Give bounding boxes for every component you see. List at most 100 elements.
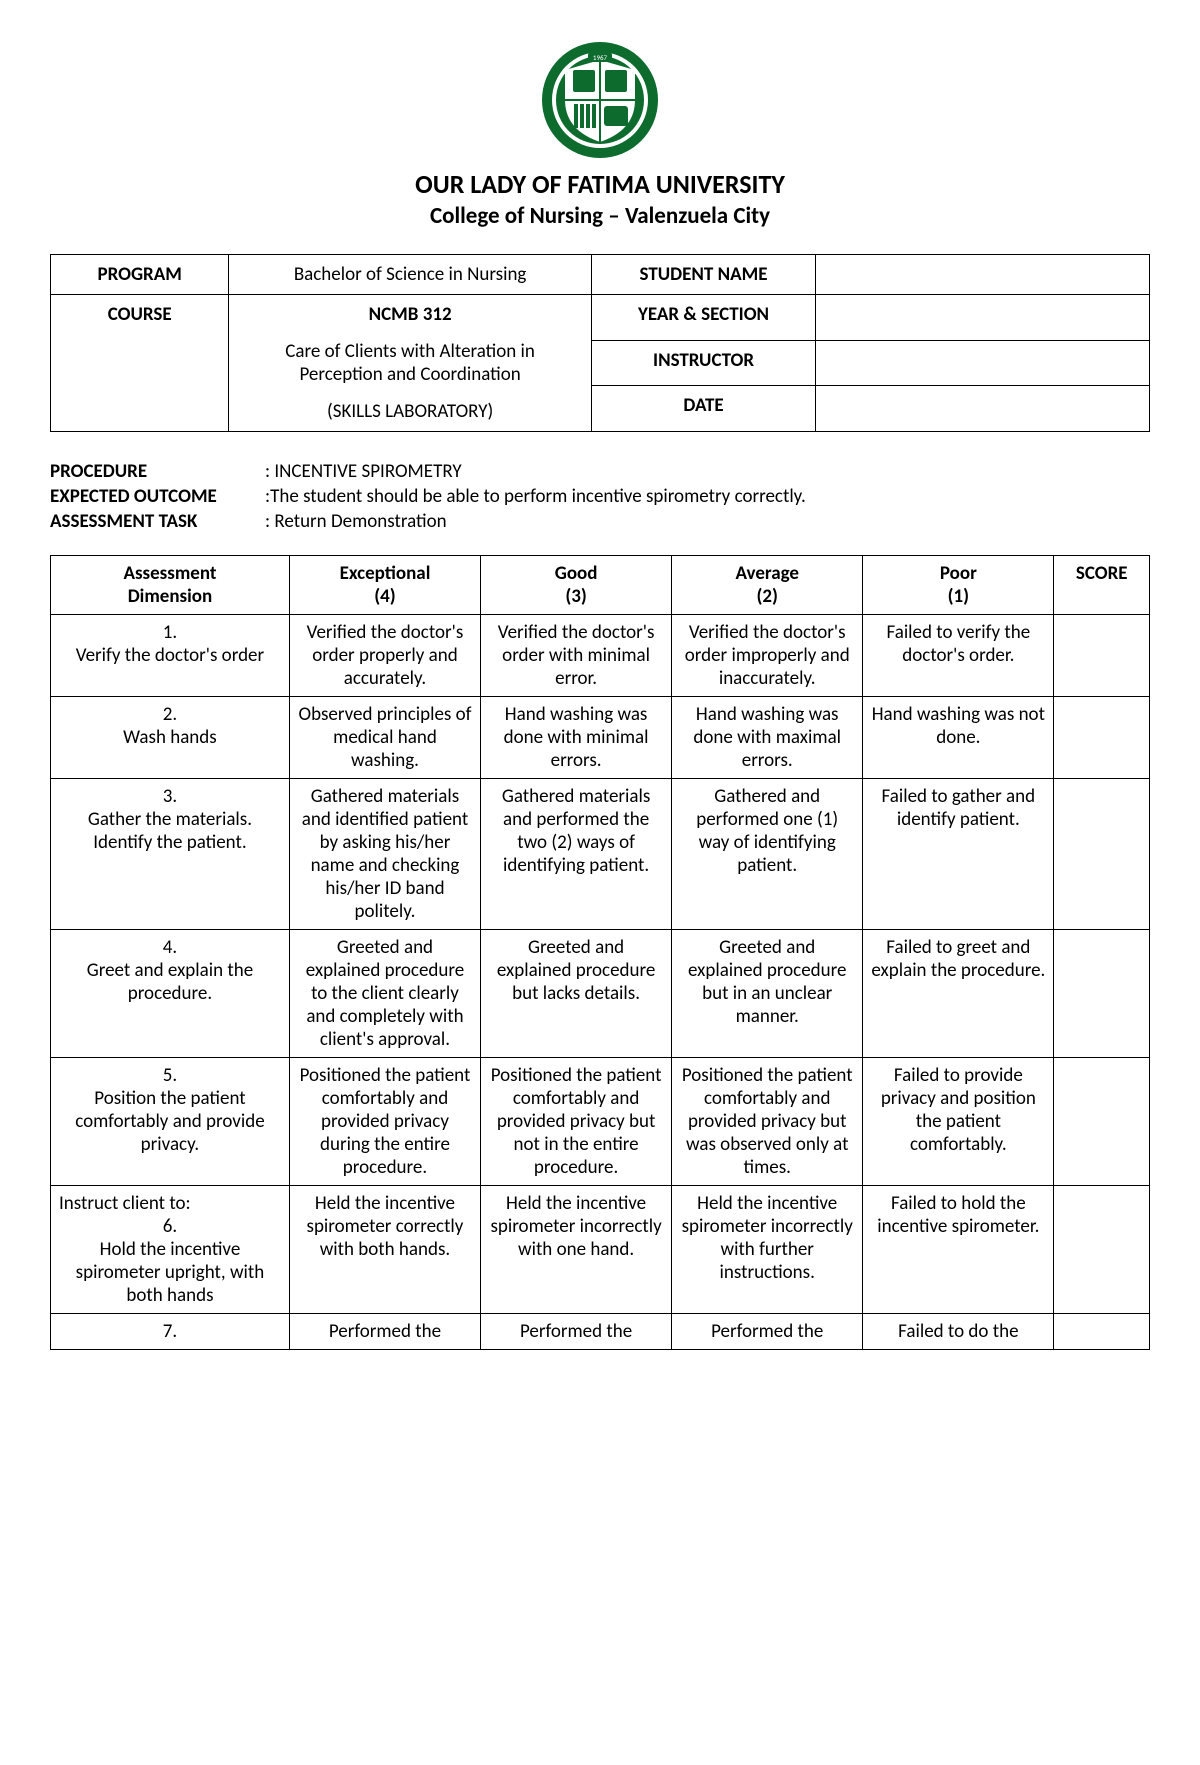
header-dimension: Assessment Dimension — [51, 556, 290, 615]
program-value: Bachelor of Science in Nursing — [229, 255, 591, 295]
rubric-cell-c3: Held the incentive spirometer incorrectl… — [481, 1186, 672, 1314]
course-value: NCMB 312 Care of Clients with Alteration… — [229, 295, 591, 432]
procedure-label: PROCEDURE — [50, 460, 265, 483]
score-cell[interactable] — [1054, 779, 1150, 930]
rubric-cell-c3: Greeted and explained procedure but lack… — [481, 930, 672, 1058]
header-good: Good (3) — [481, 556, 672, 615]
rubric-cell-c4: Observed principles of medical hand wash… — [289, 697, 480, 779]
course-label: COURSE — [51, 295, 229, 432]
course-desc-1: Care of Clients with Alteration in — [239, 340, 580, 363]
rubric-cell-c3: Performed the — [481, 1314, 672, 1350]
header-score: SCORE — [1054, 556, 1150, 615]
score-cell[interactable] — [1054, 615, 1150, 697]
score-cell[interactable] — [1054, 1058, 1150, 1186]
student-name-label: STUDENT NAME — [591, 255, 815, 295]
year-section-value[interactable] — [816, 295, 1150, 341]
expected-outcome-value: :The student should be able to perform i… — [265, 485, 1150, 508]
rubric-table: Assessment Dimension Exceptional (4) Goo… — [50, 555, 1150, 1350]
rubric-cell-c1: Failed to do the — [863, 1314, 1054, 1350]
score-cell[interactable] — [1054, 697, 1150, 779]
university-logo: 1967 — [540, 40, 660, 160]
dimension-number: 5. — [59, 1064, 281, 1087]
info-table: PROGRAM Bachelor of Science in Nursing S… — [50, 254, 1150, 432]
dimension-number: 6. — [59, 1215, 281, 1238]
dimension-text: Verify the doctor's order — [59, 644, 281, 667]
score-cell[interactable] — [1054, 1314, 1150, 1350]
rubric-cell-c3: Verified the doctor's order with minimal… — [481, 615, 672, 697]
score-cell[interactable] — [1054, 930, 1150, 1058]
program-label: PROGRAM — [51, 255, 229, 295]
rubric-row: 4.Greet and explain the procedure.Greete… — [51, 930, 1150, 1058]
college-name: College of Nursing – Valenzuela City — [50, 202, 1150, 230]
rubric-cell-c4: Greeted and explained procedure to the c… — [289, 930, 480, 1058]
dimension-number: 3. — [59, 785, 281, 808]
year-section-label: YEAR & SECTION — [591, 295, 815, 341]
university-name: OUR LADY OF FATIMA UNIVERSITY — [50, 168, 1150, 200]
rubric-cell-c1: Failed to greet and explain the procedur… — [863, 930, 1054, 1058]
student-name-value[interactable] — [816, 255, 1150, 295]
dimension-number: 2. — [59, 703, 281, 726]
dimension-text: Wash hands — [59, 726, 281, 749]
rubric-cell-c3: Gathered materials and performed the two… — [481, 779, 672, 930]
dimension-text: Gather the materials. Identify the patie… — [59, 808, 281, 854]
rubric-cell-c4: Gathered materials and identified patien… — [289, 779, 480, 930]
rubric-cell-c2: Hand washing was done with maximal error… — [672, 697, 863, 779]
header-exceptional: Exceptional (4) — [289, 556, 480, 615]
dimension-cell: 3.Gather the materials. Identify the pat… — [51, 779, 290, 930]
rubric-cell-c2: Verified the doctor's order improperly a… — [672, 615, 863, 697]
rubric-cell-c4: Positioned the patient comfortably and p… — [289, 1058, 480, 1186]
rubric-cell-c4: Held the incentive spirometer correctly … — [289, 1186, 480, 1314]
rubric-cell-c2: Greeted and explained procedure but in a… — [672, 930, 863, 1058]
rubric-cell-c3: Hand washing was done with minimal error… — [481, 697, 672, 779]
course-code: NCMB 312 — [239, 303, 580, 326]
dimension-number: 1. — [59, 621, 281, 644]
rubric-header-row: Assessment Dimension Exceptional (4) Goo… — [51, 556, 1150, 615]
dimension-pre: Instruct client to: — [59, 1192, 281, 1215]
rubric-row: 1.Verify the doctor's orderVerified the … — [51, 615, 1150, 697]
dimension-cell: 2.Wash hands — [51, 697, 290, 779]
rubric-row: 2.Wash handsObserved principles of medic… — [51, 697, 1150, 779]
instructor-value[interactable] — [816, 340, 1150, 386]
rubric-row: Instruct client to:6.Hold the incentive … — [51, 1186, 1150, 1314]
rubric-row: 3.Gather the materials. Identify the pat… — [51, 779, 1150, 930]
dimension-cell: Instruct client to:6.Hold the incentive … — [51, 1186, 290, 1314]
dimension-text: Hold the incentive spirometer upright, w… — [59, 1238, 281, 1307]
date-value[interactable] — [816, 386, 1150, 432]
dimension-text: Position the patient comfortably and pro… — [59, 1087, 281, 1156]
dimension-number: 4. — [59, 936, 281, 959]
rubric-cell-c4: Verified the doctor's order properly and… — [289, 615, 480, 697]
rubric-cell-c1: Failed to gather and identify patient. — [863, 779, 1054, 930]
header-poor: Poor (1) — [863, 556, 1054, 615]
dimension-cell: 1.Verify the doctor's order — [51, 615, 290, 697]
procedure-value: : INCENTIVE SPIROMETRY — [265, 460, 1150, 483]
header-average: Average (2) — [672, 556, 863, 615]
rubric-cell-c2: Held the incentive spirometer incorrectl… — [672, 1186, 863, 1314]
score-cell[interactable] — [1054, 1186, 1150, 1314]
rubric-cell-c3: Positioned the patient comfortably and p… — [481, 1058, 672, 1186]
rubric-row: 7.Performed thePerformed thePerformed th… — [51, 1314, 1150, 1350]
svg-text:1967: 1967 — [593, 53, 608, 62]
rubric-cell-c4: Performed the — [289, 1314, 480, 1350]
rubric-cell-c2: Gathered and performed one (1) way of id… — [672, 779, 863, 930]
expected-outcome-label: EXPECTED OUTCOME — [50, 485, 265, 508]
assessment-task-value: : Return Demonstration — [265, 510, 1150, 533]
rubric-cell-c2: Performed the — [672, 1314, 863, 1350]
rubric-cell-c1: Failed to provide privacy and position t… — [863, 1058, 1054, 1186]
rubric-row: 5.Position the patient comfortably and p… — [51, 1058, 1150, 1186]
dimension-text: Greet and explain the procedure. — [59, 959, 281, 1005]
course-desc-2: Perception and Coordination — [239, 363, 580, 386]
rubric-cell-c1: Hand washing was not done. — [863, 697, 1054, 779]
rubric-cell-c2: Positioned the patient comfortably and p… — [672, 1058, 863, 1186]
rubric-cell-c1: Failed to hold the incentive spirometer. — [863, 1186, 1054, 1314]
document-header: 1967 OUR LADY OF FATIMA UNIVERSITY Colle… — [50, 40, 1150, 230]
instructor-label: INSTRUCTOR — [591, 340, 815, 386]
course-desc-3: (SKILLS LABORATORY) — [239, 400, 580, 423]
dimension-cell: 5.Position the patient comfortably and p… — [51, 1058, 290, 1186]
rubric-cell-c1: Failed to verify the doctor's order. — [863, 615, 1054, 697]
meta-section: PROCEDURE : INCENTIVE SPIROMETRY EXPECTE… — [50, 460, 1150, 533]
dimension-cell: 7. — [51, 1314, 290, 1350]
date-label: DATE — [591, 386, 815, 432]
dimension-number: 7. — [59, 1320, 281, 1343]
assessment-task-label: ASSESSMENT TASK — [50, 510, 265, 533]
dimension-cell: 4.Greet and explain the procedure. — [51, 930, 290, 1058]
